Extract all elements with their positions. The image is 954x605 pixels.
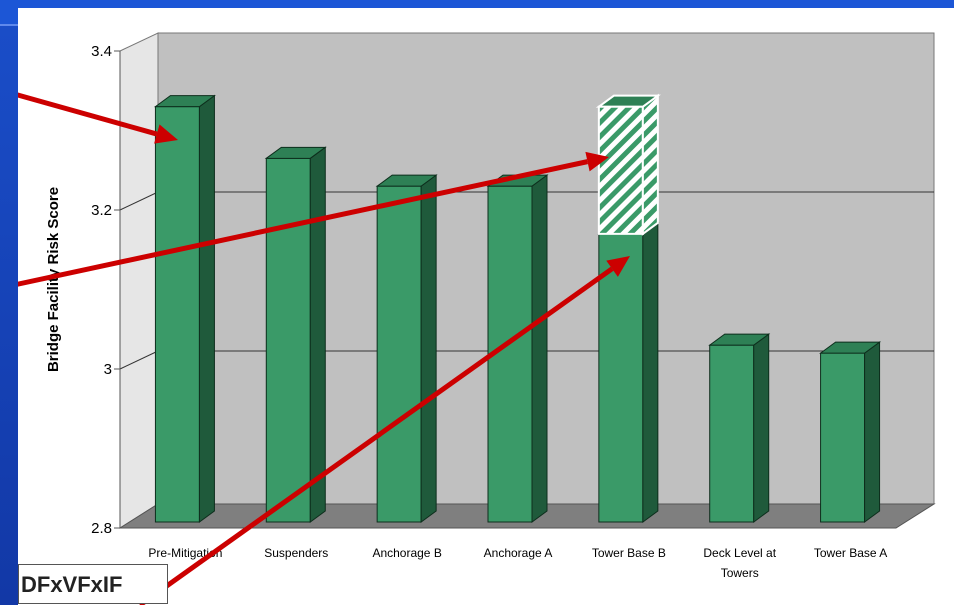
bar-top: [708, 333, 771, 346]
x-tick-label: Deck Level at: [703, 546, 776, 560]
bar-side: [531, 174, 548, 523]
bar-front: [154, 106, 200, 523]
y-tick-label: 3.4: [91, 43, 112, 60]
x-tick-label: Tower Base B: [592, 546, 666, 560]
x-tick-label: Towers: [721, 566, 759, 580]
arrow-shaft: [18, 159, 589, 287]
bar-side: [864, 341, 881, 523]
y-tick-label: 3.2: [91, 202, 112, 219]
bar-front: [598, 233, 644, 523]
bar-side: [198, 94, 215, 523]
arrow-head: [154, 124, 178, 144]
arrow-shaft: [18, 92, 158, 137]
y-tick-label: 2.8: [91, 520, 112, 537]
bar-front: [709, 344, 755, 523]
arrow-tower-base-b: [138, 256, 630, 605]
bar-front: [265, 157, 311, 523]
hatched-segment: [595, 93, 661, 236]
x-tick-label: Anchorage B: [372, 546, 441, 560]
x-tick-label: Tower Base A: [814, 546, 887, 560]
x-tick-label: Suspenders: [264, 546, 328, 560]
hatched-front: [597, 105, 644, 235]
bar-side: [309, 146, 326, 523]
arrow-head: [585, 151, 609, 172]
chart-panel: 2.8 3 3.2 3.4 Bridge Facility Risk Score Pre-…: [18, 8, 954, 605]
gridline-diagonal: [119, 191, 159, 211]
arrow-pre-mitigation: [18, 92, 178, 144]
formula-label: DFxVFxIF: [18, 564, 168, 604]
bar-top: [264, 146, 327, 159]
bar-front: [820, 352, 866, 523]
bar-side: [642, 221, 659, 523]
side-wall: [119, 32, 159, 529]
arrow-head: [606, 256, 630, 277]
y-tick-label: 3: [104, 361, 112, 378]
bar-top: [819, 341, 882, 354]
x-tick-label: Anchorage A: [484, 546, 553, 560]
gridline-diagonal: [119, 350, 159, 370]
bar-pre-mitigation: [153, 94, 216, 523]
arrow-shaft: [138, 266, 614, 605]
bar-front: [376, 185, 422, 523]
bar-anchorage-b: [375, 174, 438, 523]
arrow-hatched-segment: [18, 151, 609, 287]
bar-side: [420, 174, 437, 523]
bar-side: [753, 333, 770, 523]
bar-suspenders: [264, 146, 327, 523]
y-axis-label: Bridge Facility Risk Score: [45, 187, 62, 372]
bar-tower-base-b: [597, 221, 660, 523]
bar-top: [153, 95, 216, 108]
bar-deck-level-at-towers: [708, 333, 771, 523]
bar-top: [375, 174, 438, 187]
bar-tower-base-a: [819, 341, 882, 523]
hatched-top: [595, 94, 661, 108]
hatched-side: [641, 93, 659, 236]
